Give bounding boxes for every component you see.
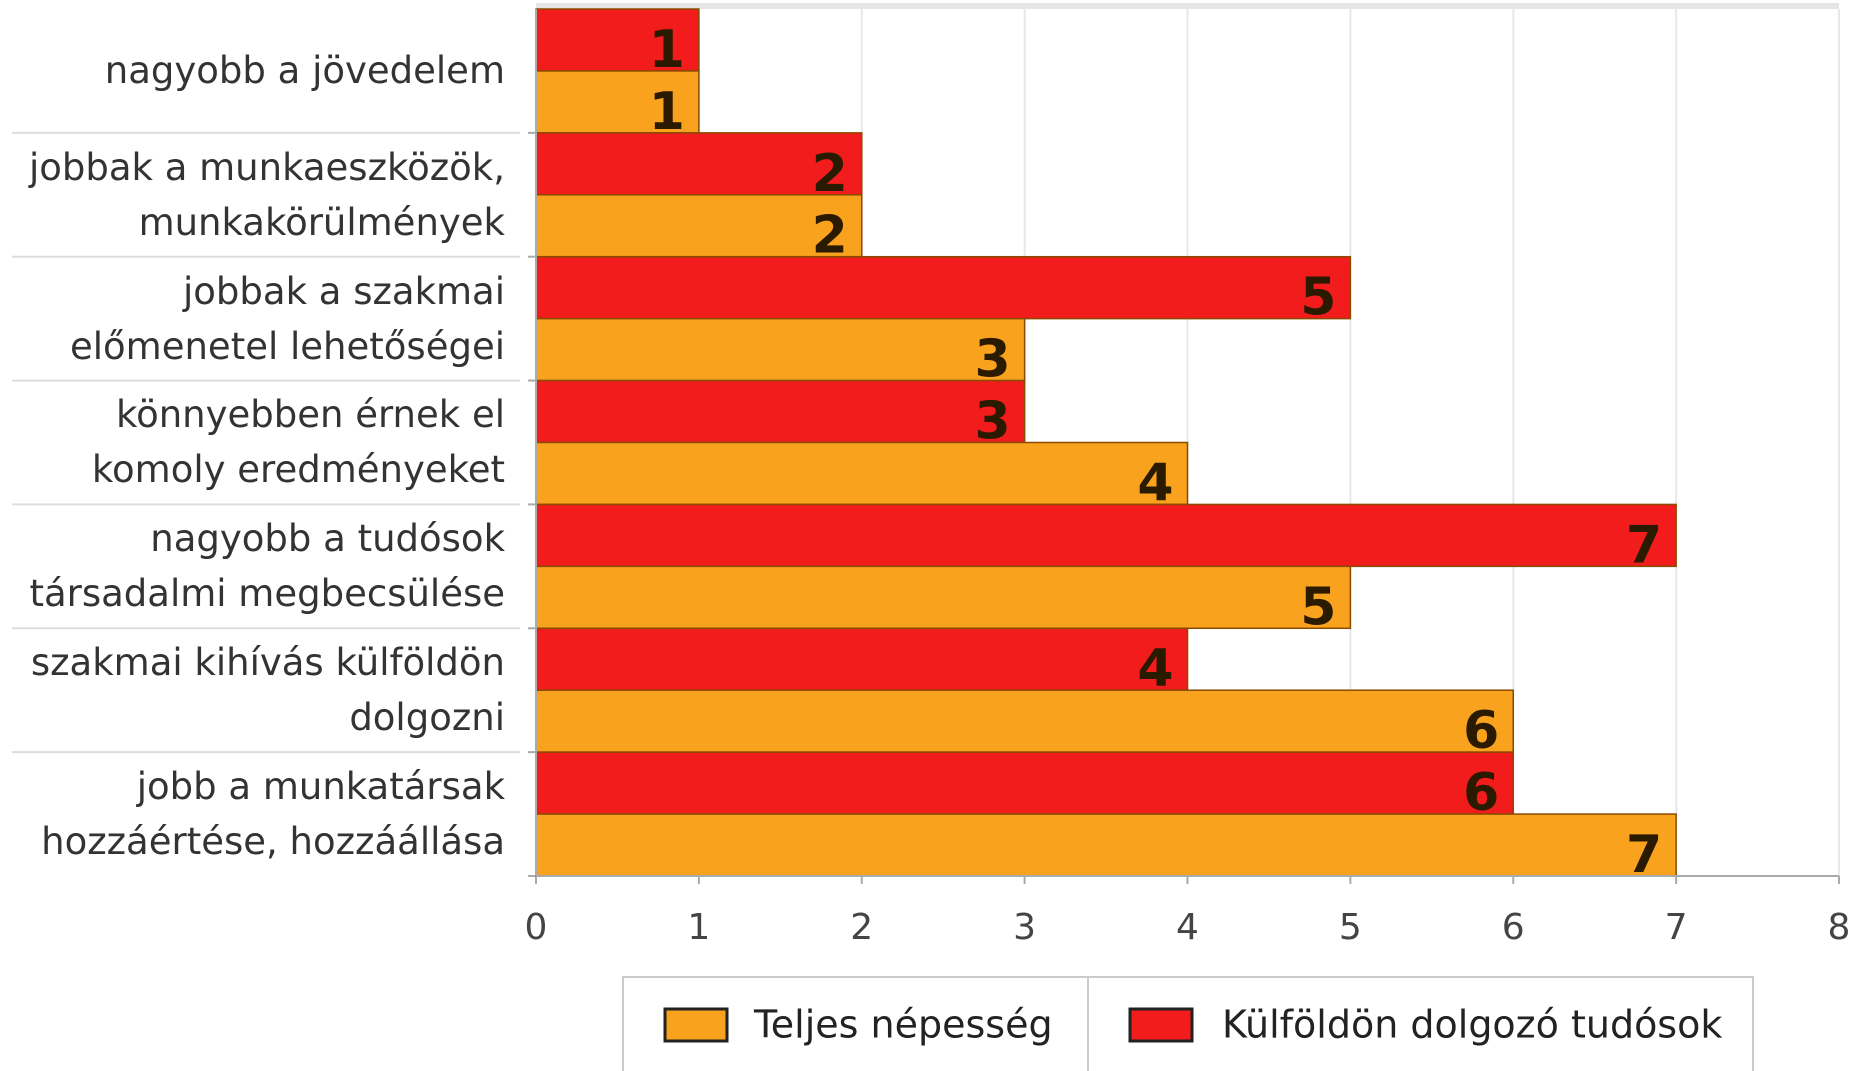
bar — [535, 8, 700, 72]
value-label: 6 — [1463, 763, 1499, 823]
x-tick-label: 4 — [1176, 907, 1199, 948]
bar — [535, 751, 1514, 815]
x-tick-label: 0 — [525, 907, 548, 948]
x-tick-label: 2 — [850, 907, 873, 948]
category-text: könnyebben érnek el komoly eredményeket — [91, 393, 505, 492]
category-label: nagyobb a jövedelem — [0, 9, 505, 133]
value-label: 2 — [812, 144, 848, 204]
x-tick-label: 8 — [1828, 907, 1851, 948]
x-tick-label: 1 — [687, 907, 710, 948]
category-label: jobb a munkatársak hozzáértése, hozzááll… — [0, 752, 505, 876]
legend-swatch — [663, 1007, 729, 1043]
bar — [535, 689, 1514, 753]
value-label: 5 — [1300, 577, 1336, 637]
category-text: jobbak a munkaeszközök, munkakörülmények — [28, 145, 505, 244]
category-label: könnyebben érnek el komoly eredményeket — [0, 381, 505, 505]
category-text: jobbak a szakmai előmenetel lehetőségei — [70, 269, 505, 368]
bar — [535, 132, 863, 196]
bar — [535, 317, 1026, 382]
legend-label: Külföldön dolgozó tudósok — [1222, 1003, 1722, 1047]
category-label: jobbak a munkaeszközök, munkakörülmények — [0, 133, 505, 257]
legend: Teljes népesség Külföldön dolgozó tudósok — [622, 976, 1754, 1071]
category-label: jobbak a szakmai előmenetel lehetőségei — [0, 257, 505, 381]
category-text: jobb a munkatársak hozzáértése, hozzááll… — [41, 765, 505, 864]
value-label: 1 — [649, 20, 685, 80]
legend-swatch — [1128, 1007, 1194, 1043]
value-label: 3 — [974, 330, 1010, 390]
value-label: 3 — [974, 392, 1010, 452]
x-tick-label: 3 — [1013, 907, 1036, 948]
category-text: nagyobb a jövedelem — [104, 49, 505, 93]
bar — [535, 441, 1189, 506]
value-label: 2 — [812, 206, 848, 266]
bar — [535, 255, 1352, 320]
value-label: 7 — [1626, 515, 1662, 575]
bar — [535, 565, 1352, 630]
value-label: 4 — [1137, 639, 1173, 699]
category-label: nagyobb a tudósok társadalmi megbecsülés… — [0, 504, 505, 628]
bar — [535, 813, 1677, 877]
bar — [535, 503, 1677, 568]
value-label: 4 — [1137, 453, 1173, 513]
bar — [535, 194, 863, 258]
x-tick-label: 5 — [1339, 907, 1362, 948]
bar — [535, 627, 1189, 691]
value-label: 6 — [1463, 701, 1499, 761]
category-text: nagyobb a tudósok társadalmi megbecsülés… — [29, 517, 505, 616]
value-label: 5 — [1300, 268, 1336, 328]
value-label: 1 — [649, 82, 685, 142]
legend-label: Teljes népesség — [753, 1003, 1053, 1047]
category-text: szakmai kihívás külföldön dolgozni — [30, 641, 505, 740]
x-tick-label: 6 — [1502, 907, 1525, 948]
bar — [535, 379, 1026, 444]
bar — [535, 70, 700, 134]
x-tick-label: 7 — [1665, 907, 1688, 948]
category-label: szakmai kihívás külföldön dolgozni — [0, 628, 505, 752]
